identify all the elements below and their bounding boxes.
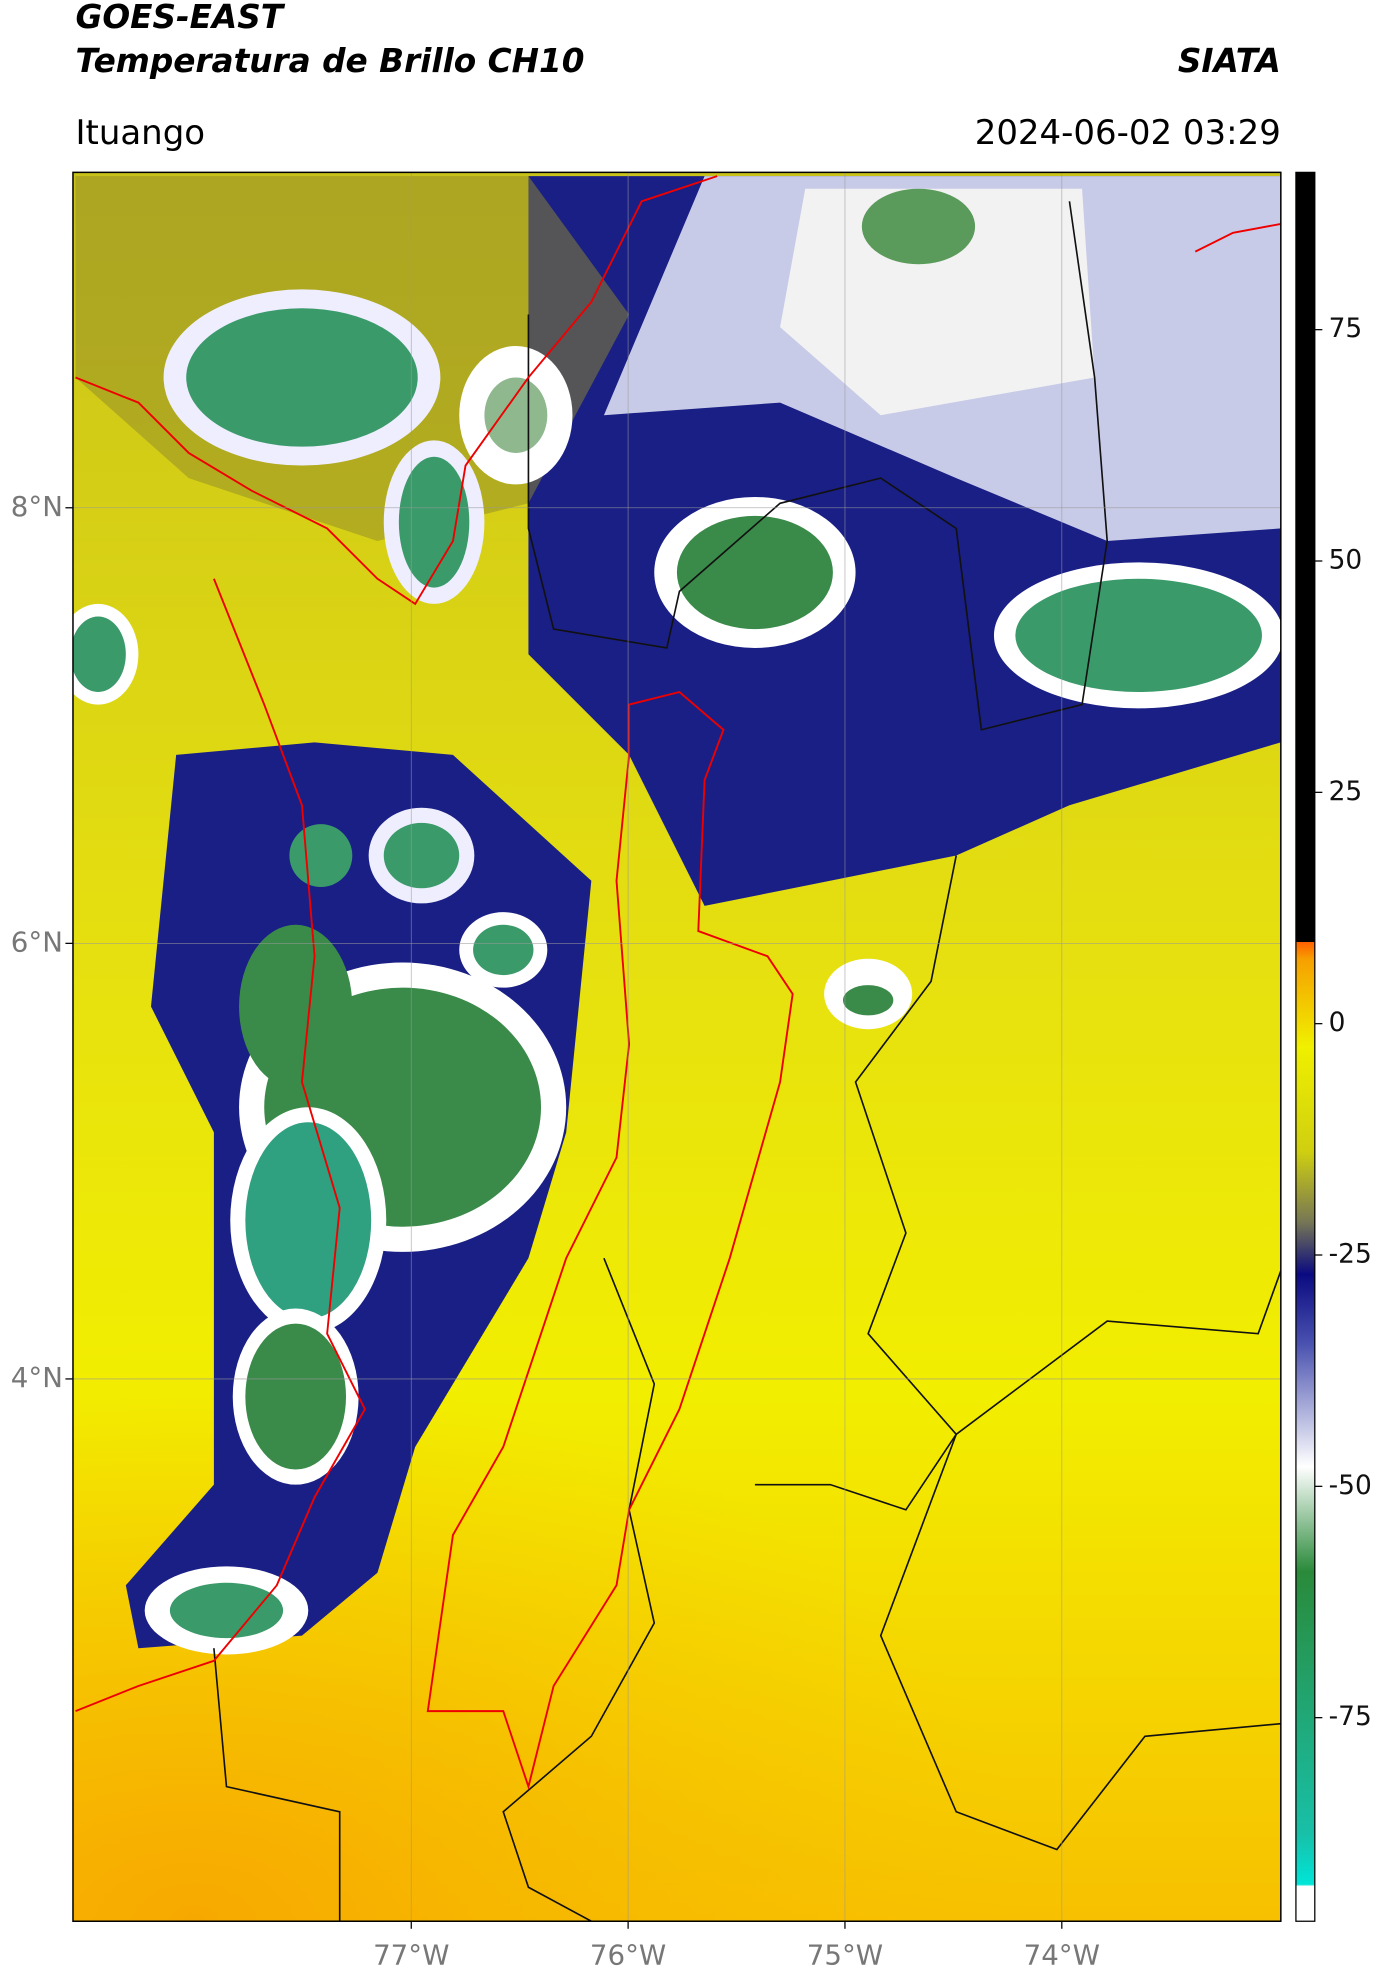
y-tick-label: 8°N bbox=[11, 490, 63, 523]
map-frame bbox=[72, 171, 1282, 1922]
colorbar-tick-label: 75 bbox=[1329, 313, 1363, 344]
x-tick-label: 75°W bbox=[807, 1938, 883, 1971]
colorbar bbox=[1295, 171, 1316, 1922]
x-tick-label: 74°W bbox=[1024, 1938, 1100, 1971]
colorbar-tick-label: -75 bbox=[1329, 1701, 1372, 1732]
datetime: 2024-06-02 03:29 bbox=[975, 113, 1281, 153]
colorbar-tick-label: 50 bbox=[1329, 545, 1363, 576]
colorbar-tick-label: -50 bbox=[1329, 1470, 1372, 1501]
subtitle: Temperatura de Brillo CH10 bbox=[75, 42, 584, 80]
admin-borders bbox=[213, 201, 1281, 1922]
cloud-cells bbox=[72, 289, 1281, 1655]
map-image bbox=[72, 172, 1281, 1922]
title: GOES-EAST bbox=[75, 0, 285, 36]
location: Ituango bbox=[75, 113, 205, 153]
colorbar-tick-label: 0 bbox=[1329, 1007, 1346, 1038]
source: SIATA bbox=[1178, 42, 1281, 80]
x-tick-label: 77°W bbox=[373, 1938, 449, 1971]
colorbar-tick-label: 25 bbox=[1329, 776, 1363, 807]
grid bbox=[72, 172, 1281, 1922]
colorbar-tick-label: -25 bbox=[1329, 1239, 1372, 1270]
x-tick-label: 76°W bbox=[590, 1938, 666, 1971]
y-tick-label: 4°N bbox=[11, 1361, 63, 1394]
y-tick-label: 6°N bbox=[11, 925, 63, 958]
national-borders bbox=[75, 175, 1281, 1790]
